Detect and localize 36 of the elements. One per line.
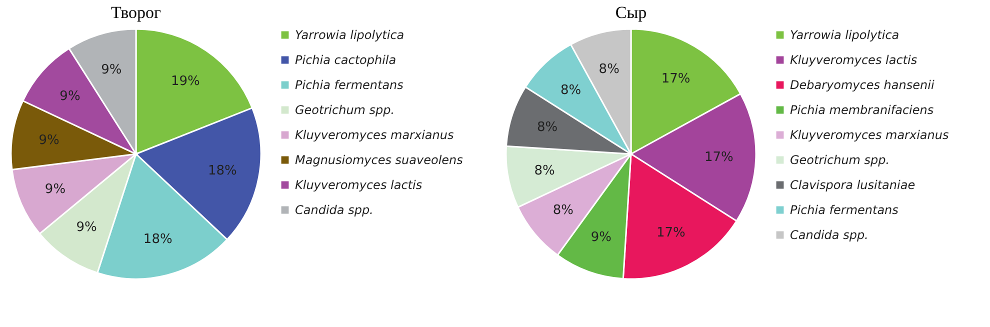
data-label: 17% — [656, 225, 686, 240]
legend-label: Kluyveromyces lactis — [295, 178, 422, 192]
chart-title: Сыр — [615, 3, 647, 22]
legend-label: Yarrowia lipolytica — [295, 28, 404, 42]
legend-label: Pichia fermentans — [790, 203, 898, 217]
legend-label: Magnusiomyces suaveolens — [295, 153, 463, 167]
data-label: 8% — [560, 82, 582, 98]
data-label: 19% — [171, 74, 200, 90]
data-label: 8% — [552, 203, 574, 218]
data-label: 9% — [60, 88, 80, 104]
legend-label: Debaryomyces hansenii — [790, 78, 935, 92]
legend-label: Pichia fermentans — [295, 78, 404, 92]
legend-label: Kluyveromyces lactis — [790, 53, 918, 67]
legend-label: Geotrichum spp. — [295, 103, 395, 117]
legend-label: Yarrowia lipolytica — [790, 28, 900, 42]
data-label: 9% — [590, 230, 612, 245]
legend-label: Kluyveromyces marxianus — [295, 128, 454, 142]
data-label: 17% — [704, 150, 734, 165]
chart-title: Творог — [111, 3, 161, 22]
data-label: 8% — [536, 120, 558, 135]
legend-label: Candida spp. — [295, 203, 374, 217]
data-label: 9% — [44, 182, 66, 197]
data-label: 9% — [76, 220, 97, 235]
data-label: 9% — [101, 62, 122, 78]
data-label: 9% — [38, 133, 60, 148]
data-label: 18% — [208, 163, 237, 178]
legend-label: Pichia membranifaciens — [790, 103, 934, 117]
data-label: 18% — [143, 232, 172, 248]
data-label: 8% — [598, 62, 620, 77]
legend-label: Kluyveromyces marxianus — [790, 128, 949, 142]
legend-label: Geotrichum spp. — [790, 153, 890, 167]
data-label: 8% — [534, 163, 555, 178]
legend-label: Pichia cactophila — [295, 53, 396, 67]
data-label: 17% — [661, 71, 690, 86]
legend-label: Candida spp. — [790, 228, 868, 242]
legend-label: Clavispora lusitaniae — [790, 178, 916, 192]
